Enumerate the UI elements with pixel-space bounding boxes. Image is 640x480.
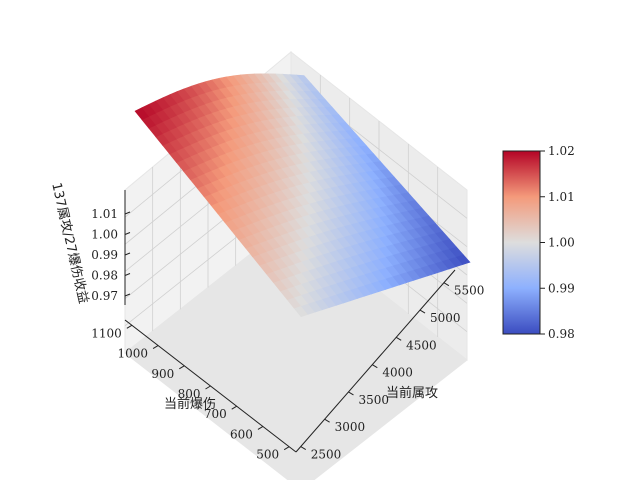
y-tick-label: 700 xyxy=(204,407,227,421)
surface xyxy=(134,73,471,318)
colorbar xyxy=(502,150,541,335)
z-tick-label: 1.01 xyxy=(91,207,118,221)
zlabel: 137属攻/27爆伤收益 xyxy=(48,181,90,305)
colorbar-tick-label: 1.02 xyxy=(548,144,575,158)
z-tick-label: 0.97 xyxy=(91,289,118,303)
z-tick-mark xyxy=(124,273,131,276)
x-tick-mark xyxy=(348,391,354,396)
x-tick-mark xyxy=(300,446,307,450)
y-tick-label: 900 xyxy=(151,367,174,381)
xlabel: 当前属攻 xyxy=(386,385,438,401)
y-tick-mark xyxy=(152,345,159,349)
z-tick-label: 0.99 xyxy=(91,248,118,262)
y-tick-mark xyxy=(231,405,237,410)
x-tick-label: 5000 xyxy=(430,311,461,325)
colorbar-tick-label: 1.00 xyxy=(548,236,575,250)
surface-cell xyxy=(296,74,312,84)
y-tick-mark xyxy=(205,385,211,390)
z-tick-label: 1.00 xyxy=(91,228,118,242)
x-tick-label: 4500 xyxy=(406,338,437,352)
x-tick-label: 5500 xyxy=(454,284,485,298)
y-tick-label: 500 xyxy=(256,448,279,462)
x-tick-mark xyxy=(443,282,450,287)
x-tick-mark xyxy=(395,336,402,341)
x-tick-label: 2500 xyxy=(311,448,342,462)
y-tick-label: 1000 xyxy=(118,347,149,361)
x-tick-label: 3500 xyxy=(358,393,389,407)
x-tick-label: 4000 xyxy=(382,366,413,380)
y-tick-mark xyxy=(126,324,133,329)
x-axis-line xyxy=(295,269,456,453)
z-tick-mark xyxy=(124,293,131,297)
x-tick-mark xyxy=(419,309,426,314)
z-tick-mark xyxy=(124,211,131,215)
y-tick-label: 800 xyxy=(178,387,201,401)
z-tick-mark xyxy=(124,232,131,235)
y-tick-mark xyxy=(179,365,185,370)
z-tick-mark xyxy=(124,252,131,256)
colorbar-tick-label: 0.99 xyxy=(548,281,575,295)
y-tick-mark xyxy=(283,446,290,451)
z-tick-label: 0.98 xyxy=(91,269,118,283)
colorbar-tick-label: 1.01 xyxy=(548,190,575,204)
x-tick-mark xyxy=(372,364,378,369)
colorbar-tick-label: 0.98 xyxy=(548,327,575,341)
ylabel: 当前爆伤 xyxy=(164,396,216,412)
colorbar-ticks: 0.98 0.99 1.00 1.01 1.02 xyxy=(540,144,575,341)
x-tick-label: 3000 xyxy=(335,420,366,434)
y-tick-label: 600 xyxy=(230,427,253,441)
x-tick-mark xyxy=(324,418,330,423)
ticks: 2500 3000 3500 4000 4500 5000 5500 500600700800… xyxy=(91,207,484,462)
y-tick-label: 1100 xyxy=(91,326,122,340)
y-tick-mark xyxy=(257,426,264,430)
